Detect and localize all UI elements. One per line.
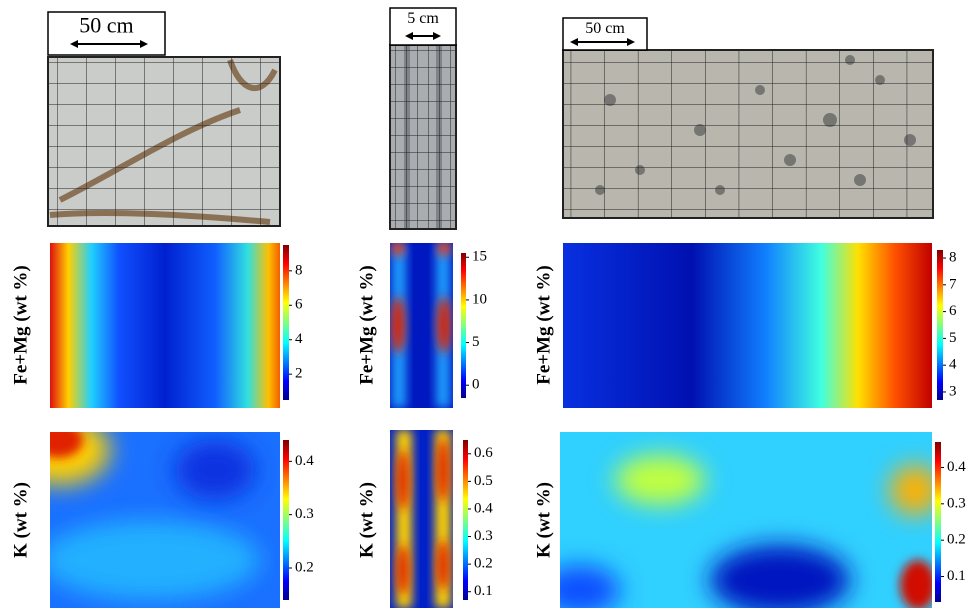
axis-label: Fe+Mg (wt %) (10, 265, 31, 385)
heatmap (390, 430, 453, 608)
heatmap (50, 243, 280, 408)
colorbar-tick-label: 10 (472, 291, 487, 307)
axis-label: Fe+Mg (wt %) (533, 265, 554, 385)
colorbar-tick-label: 0.2 (947, 532, 966, 548)
colorbar-tick-label: 0.2 (295, 559, 314, 575)
scale-label: 50 cm (585, 20, 625, 37)
heatmap (10, 415, 280, 608)
photo (48, 57, 280, 226)
colorbar-tick-label: 7 (949, 276, 957, 292)
colorbar (461, 253, 466, 398)
colorbar-tick-label: 2 (295, 366, 303, 382)
colorbar-tick-label: 0.4 (474, 500, 493, 516)
scale-label: 5 cm (407, 10, 439, 27)
colorbar-tick-label: 4 (949, 357, 957, 373)
heatmap (563, 243, 932, 408)
axis-label: K (wt %) (533, 482, 554, 558)
colorbar-tick-label: 8 (949, 249, 957, 265)
colorbar-tick-label: 15 (472, 249, 487, 265)
colorbar-tick-label: 5 (472, 334, 480, 350)
colorbar-tick-label: 0.6 (474, 445, 493, 461)
colorbar-tick-label: 5 (949, 330, 957, 346)
colorbar-tick-label: 3 (949, 383, 957, 399)
colorbar-tick-label: 0.3 (295, 506, 314, 522)
photo (563, 50, 933, 218)
colorbar-tick-label: 0.1 (474, 583, 493, 599)
scale-label: 50 cm (79, 12, 133, 37)
colorbar-tick-label: 0.4 (947, 459, 966, 475)
colorbar (935, 442, 941, 602)
colorbar-tick-label: 0.1 (947, 568, 966, 584)
colorbar (463, 440, 468, 600)
colorbar-tick-label: 0.3 (947, 495, 966, 511)
colorbar-tick-label: 0.4 (295, 453, 314, 469)
axis-label: K (wt %) (10, 482, 31, 558)
heatmap (390, 240, 453, 408)
colorbar-tick-label: 0.5 (474, 473, 493, 489)
colorbar-tick-label: 0 (472, 377, 480, 393)
colorbar-tick-label: 4 (295, 331, 303, 347)
colorbar (283, 245, 289, 400)
colorbar-tick-label: 6 (295, 297, 303, 313)
colorbar (283, 440, 289, 600)
colorbar-tick-label: 6 (949, 303, 957, 319)
colorbar-tick-label: 8 (295, 262, 303, 278)
colorbar-tick-label: 0.3 (474, 528, 493, 544)
axis-label: K (wt %) (356, 482, 377, 558)
heatmap (540, 432, 940, 608)
colorbar (937, 250, 943, 400)
figure: 50 cm Fe+Mg (wt %) 2 4 6 8 K (wt %) 0.2 0.3 0.4 5 … (0, 0, 976, 608)
axis-label: Fe+Mg (wt %) (356, 265, 377, 385)
photo (390, 45, 456, 229)
colorbar-tick-label: 0.2 (474, 556, 493, 572)
